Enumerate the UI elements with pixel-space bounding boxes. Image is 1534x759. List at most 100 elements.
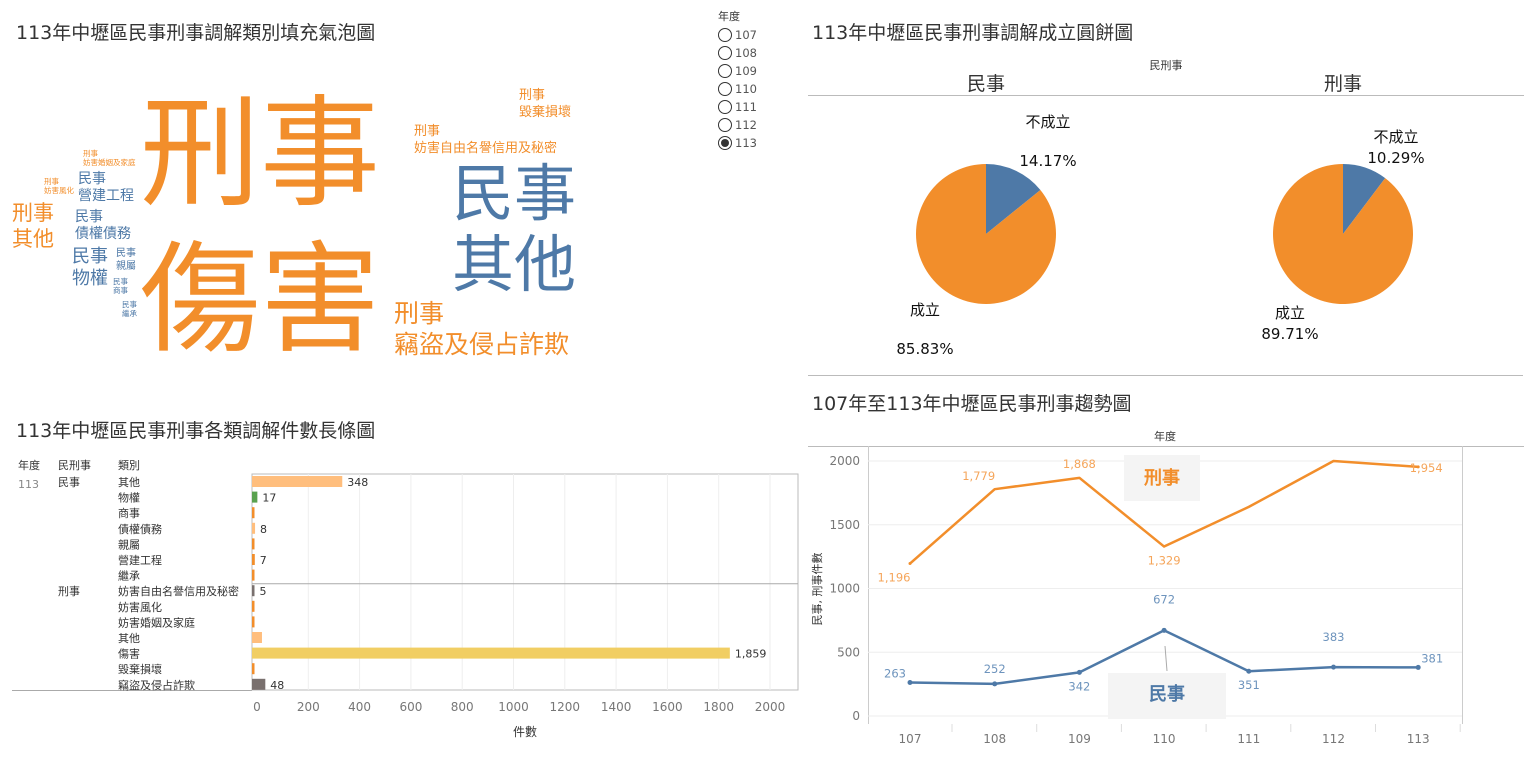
series-name-label: 刑事 (1144, 467, 1180, 489)
pie-slice-percent: 14.17% (1019, 152, 1076, 170)
bar-mark[interactable] (252, 522, 256, 534)
word-cloud-text: 竊盜及侵占詐欺 (394, 330, 570, 360)
word-cloud-text: 營建工程 (78, 187, 134, 204)
year-option-107[interactable]: 107 (718, 26, 757, 44)
word-cloud-text: 刑事 (83, 149, 98, 158)
bar-value-label: 348 (347, 476, 368, 489)
bar-mark[interactable] (252, 554, 255, 565)
bar-value-label: 8 (260, 523, 267, 536)
word-cloud-text: 其他 (12, 227, 54, 252)
year-filter: 年度 107 108 109 110 111 112 113 (718, 8, 757, 152)
bar-value-label: 1,859 (735, 648, 767, 661)
bar-year-label: 113 (18, 478, 39, 491)
word-cloud-item[interactable]: 民事 債權債務 (75, 209, 131, 243)
pie-slice[interactable] (1343, 164, 1386, 234)
bar-mark[interactable] (252, 600, 255, 612)
bar-mark[interactable] (252, 663, 255, 675)
trend-point[interactable] (907, 679, 913, 685)
bar-mark[interactable] (252, 632, 262, 643)
word-cloud-item[interactable]: 民事 物權 (72, 246, 108, 289)
pie-slice[interactable] (986, 164, 1041, 234)
trend-point[interactable] (1415, 664, 1421, 670)
word-cloud-item[interactable]: 民事 營建工程 (78, 171, 134, 205)
trend-point[interactable] (1331, 664, 1336, 670)
word-cloud-text: 傷害 (140, 231, 380, 371)
year-option-113[interactable]: 113 (718, 134, 757, 152)
bar-mark[interactable] (252, 569, 255, 581)
annotation-leader-line (1164, 645, 1168, 672)
bar-mark[interactable] (252, 491, 258, 503)
word-cloud-item[interactable]: 刑事 毀棄損壞 (519, 88, 571, 122)
bar-x-tick: 400 (348, 700, 371, 714)
radio-icon[interactable] (718, 28, 732, 42)
radio-icon[interactable] (718, 46, 732, 60)
radio-icon[interactable] (718, 64, 732, 78)
trend-value-label: 342 (1068, 679, 1090, 693)
word-cloud-item[interactable]: 刑事 妨害風化 (44, 177, 74, 196)
bar-mark[interactable] (252, 678, 266, 690)
trend-point[interactable] (1416, 465, 1420, 469)
word-cloud-item[interactable]: 民事 親屬 (116, 247, 136, 273)
bar-x-tick: 600 (399, 700, 422, 714)
year-option-109[interactable]: 109 (718, 62, 757, 80)
bar-mark[interactable] (252, 538, 255, 550)
trend-point[interactable] (1161, 627, 1167, 633)
year-option-111[interactable]: 111 (718, 98, 757, 116)
trend-line-criminal[interactable] (909, 459, 1419, 565)
trend-chart: 年度 0 500 1000 1500 2000 107 108 109 110 111 112 113 民… (808, 429, 1524, 746)
word-cloud-text: 債權債務 (75, 225, 131, 242)
radio-icon[interactable] (718, 82, 732, 96)
trend-value-label: 383 (1323, 630, 1345, 644)
year-option-110[interactable]: 110 (718, 80, 757, 98)
pie-chart-title: 113年中壢區民事刑事調解成立圓餅圖 (812, 22, 1134, 44)
radio-icon[interactable] (718, 136, 732, 150)
radio-icon[interactable] (718, 118, 732, 132)
bar-value-label: 5 (260, 585, 267, 598)
word-cloud-text: 民事 (72, 246, 108, 267)
trend-point[interactable] (1246, 668, 1252, 674)
bar-mark[interactable] (252, 616, 255, 628)
pie-slice-percent: 85.83% (896, 340, 953, 358)
word-cloud-text: 刑事 (44, 177, 59, 186)
bar-mark[interactable] (252, 647, 730, 659)
pie-slice[interactable] (916, 164, 1056, 304)
word-cloud-item[interactable]: 民事 其他 (452, 158, 576, 301)
year-option-108[interactable]: 108 (718, 44, 757, 62)
pie-slice-label: 成立 (910, 301, 940, 319)
trend-y-tick: 1500 (829, 518, 860, 532)
bar-chart: 年度 民刑事 類別 113 0 200 400 600 800 1000 1200 1400 1600 1… (12, 458, 799, 739)
pie-facet-label: 民刑事 (1150, 59, 1183, 72)
word-cloud-text: 妨害風化 (44, 186, 74, 196)
word-cloud-item[interactable]: 民事 商事 (113, 277, 128, 296)
word-cloud-item[interactable]: 民事 繼承 (122, 300, 137, 319)
bar-mark[interactable] (252, 585, 255, 597)
word-cloud-text: 親屬 (116, 261, 136, 272)
year-option-label: 108 (735, 46, 757, 60)
word-cloud-item[interactable]: 刑事 其他 (12, 200, 54, 253)
trend-y-axis-label: 民事, 刑事件數 (811, 553, 824, 626)
word-cloud-item[interactable]: 刑事 竊盜及侵占詐欺 (394, 298, 569, 361)
bar-x-axis-label: 件數 (513, 725, 537, 739)
panel-divider (808, 375, 1523, 376)
bar-mark[interactable] (252, 507, 255, 519)
word-cloud-item[interactable]: 刑事 傷害 (140, 82, 380, 375)
trend-point[interactable] (1076, 669, 1082, 675)
bar-x-tick: 1800 (703, 700, 734, 714)
bar-chart-title: 113年中壢區民事刑事各類調解件數長條圖 (16, 420, 376, 442)
word-cloud-text: 民事 (116, 248, 136, 259)
trend-point[interactable] (992, 681, 998, 687)
pie-header-1: 刑事 (1324, 73, 1362, 95)
year-option-112[interactable]: 112 (718, 116, 757, 134)
word-cloud-item[interactable]: 刑事 妨害自由名譽信用及秘密 (414, 124, 557, 158)
trend-point[interactable] (908, 562, 912, 566)
pie-slice[interactable] (1273, 163, 1413, 304)
word-cloud-item[interactable]: 刑事 妨害婚姻及家庭 (83, 149, 136, 168)
trend-x-tick: 107 (899, 732, 922, 746)
bar-mark[interactable] (252, 476, 343, 487)
radio-icon[interactable] (718, 100, 732, 114)
word-cloud-text: 民事 (122, 300, 137, 309)
trend-chart-title: 107年至113年中壢區民事刑事趨勢圖 (812, 393, 1132, 415)
trend-x-tick: 110 (1153, 732, 1176, 746)
pie-slice-percent: 10.29% (1367, 149, 1424, 167)
word-cloud-text: 妨害自由名譽信用及秘密 (414, 140, 558, 156)
